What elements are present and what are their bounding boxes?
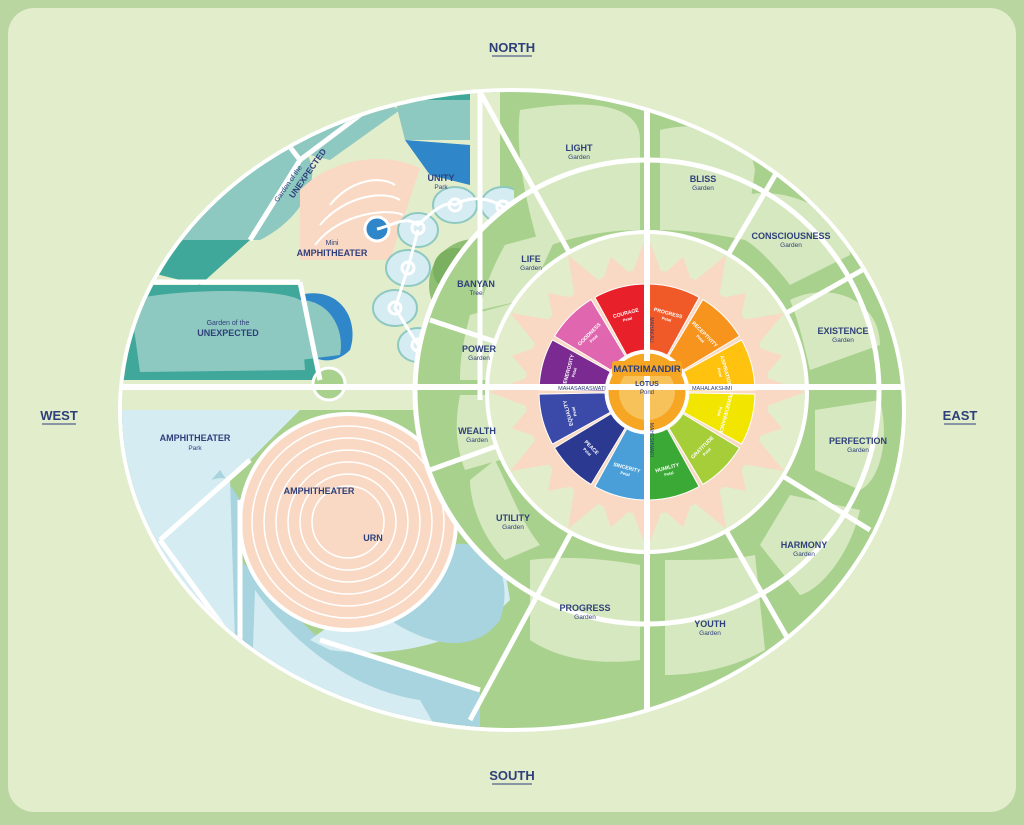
petal-sincerity <box>594 428 647 501</box>
petal-sub-label: Petal <box>622 315 633 322</box>
progress-garden-sub: Garden <box>574 614 596 621</box>
south-label: SOUTH <box>489 768 535 783</box>
mahakali-label: MAHAKALI <box>648 317 654 342</box>
matrimandir-label: MATRIMANDIR <box>613 364 681 375</box>
progress-garden-label: PROGRESS <box>559 603 610 613</box>
existence-garden-plot <box>790 292 880 370</box>
power-garden-sub: Garden <box>468 355 490 362</box>
petal-sub-label: Petal <box>716 406 723 417</box>
east-label: EAST <box>943 408 978 423</box>
youth-garden-label: YOUTH <box>694 619 726 629</box>
unexpected-left-inner <box>130 291 305 372</box>
petal-sub-label: Petal <box>620 470 631 477</box>
mini-amphitheater-label: Mini <box>326 240 339 247</box>
life-garden-sub: Garden <box>520 265 542 272</box>
oval-contents: PROGRESSPetalRECEPTIVITYPetalASPIRATIONP… <box>122 92 902 728</box>
consciousness-garden-label: CONSCIOUSNESS <box>751 231 830 241</box>
utility-garden-label: UTILITY <box>496 513 530 523</box>
light-garden-label: LIGHT <box>566 143 593 153</box>
petal-progress <box>647 283 700 356</box>
petal-equality <box>538 392 611 445</box>
petal-sub-label: Petal <box>570 367 577 378</box>
petal-sub-label: Petal <box>695 333 705 343</box>
petal-gratitude <box>668 413 741 486</box>
gardens-ring: PROGRESSPetalRECEPTIVITYPetalASPIRATIONP… <box>412 92 884 728</box>
petal-sub-label: Petal <box>664 470 675 477</box>
light-garden-plot <box>518 104 640 250</box>
unexpected-left-line1: Garden of the <box>207 320 250 327</box>
harmony-garden-plot <box>760 495 860 595</box>
amphitheater-park-sub: Park <box>188 445 202 452</box>
banyan-tree-label: BANYAN <box>457 279 495 289</box>
bliss-garden-sub: Garden <box>692 185 714 192</box>
unity-park-label: UNITY <box>428 173 455 183</box>
perfection-garden-label: PERFECTION <box>829 436 887 446</box>
garden-plots <box>456 104 884 675</box>
bliss-garden-label: BLISS <box>690 174 717 184</box>
youth-garden-sub: Garden <box>699 630 721 637</box>
wealth-garden-label: WEALTH <box>458 426 496 436</box>
matrimandir-label-bg <box>612 361 682 376</box>
existence-garden-sub: Garden <box>832 337 854 344</box>
mahasaraswati-label: MAHASARASWATI <box>558 386 606 392</box>
petal-sub-label: Petal <box>716 367 723 378</box>
north-label: NORTH <box>489 40 535 55</box>
petal-humility <box>647 428 700 501</box>
compass-labels: NORTH SOUTH WEST EAST <box>40 40 978 785</box>
amphitheater-tiers <box>251 425 445 619</box>
petal-generosity <box>538 339 611 392</box>
amphitheater-label: AMPHITHEATER <box>284 486 355 496</box>
utility-garden-plot <box>470 460 540 560</box>
amphitheater-park-label: AMPHITHEATER <box>160 433 231 443</box>
consciousness-garden-sub: Garden <box>780 242 802 249</box>
mahalakshmi-label: MAHALAKSHMI <box>692 386 733 392</box>
unity-pool <box>405 140 470 185</box>
petal-courage <box>594 283 647 356</box>
petal-sub-label: Petal <box>582 447 592 457</box>
bliss-garden-plot <box>660 126 755 240</box>
life-garden-label: LIFE <box>521 254 541 264</box>
petal-perseverance <box>683 392 756 445</box>
urn-label: URN <box>363 533 383 543</box>
park-lawn-1 <box>150 478 235 640</box>
perfection-garden-sub: Garden <box>847 447 869 454</box>
mini-amphitheater-area <box>300 159 420 260</box>
mini-amphitheater-sub: AMPHITHEATER <box>297 248 368 258</box>
utility-garden-sub: Garden <box>502 524 524 531</box>
wealth-garden-sub: Garden <box>466 437 488 444</box>
garden-labels: LIGHT Garden BLISS Garden CONSCIOUSNESS … <box>458 143 887 637</box>
lotus-pond-sub: Pond <box>640 390 654 396</box>
lotus-pond-label: LOTUS <box>635 381 659 388</box>
amphitheater-park-region <box>122 410 320 560</box>
maheshwari-label: MAHESHWARI <box>648 423 654 457</box>
banyan-tree-sub: Tree <box>469 290 483 297</box>
petal-peace <box>553 413 626 486</box>
petal-sub-label: Petal <box>588 333 598 343</box>
petal-sub-label: Petal <box>570 406 577 417</box>
light-garden-sub: Garden <box>568 154 590 161</box>
petal-sub-label: Petal <box>661 315 672 322</box>
progress-garden-plot <box>530 557 640 662</box>
existence-garden-label: EXISTENCE <box>817 326 868 336</box>
lotus-petals: PROGRESSPetalRECEPTIVITYPetalASPIRATIONP… <box>538 283 756 501</box>
petal-sub-label: Petal <box>702 447 712 457</box>
harmony-garden-label: HARMONY <box>781 540 828 550</box>
life-garden-plot <box>480 230 560 310</box>
unexpected-left-line2: UNEXPECTED <box>197 328 259 338</box>
west-label: WEST <box>40 408 78 423</box>
harmony-garden-sub: Garden <box>793 551 815 558</box>
unity-park-sub: Park <box>434 184 448 191</box>
power-garden-label: POWER <box>462 344 497 354</box>
